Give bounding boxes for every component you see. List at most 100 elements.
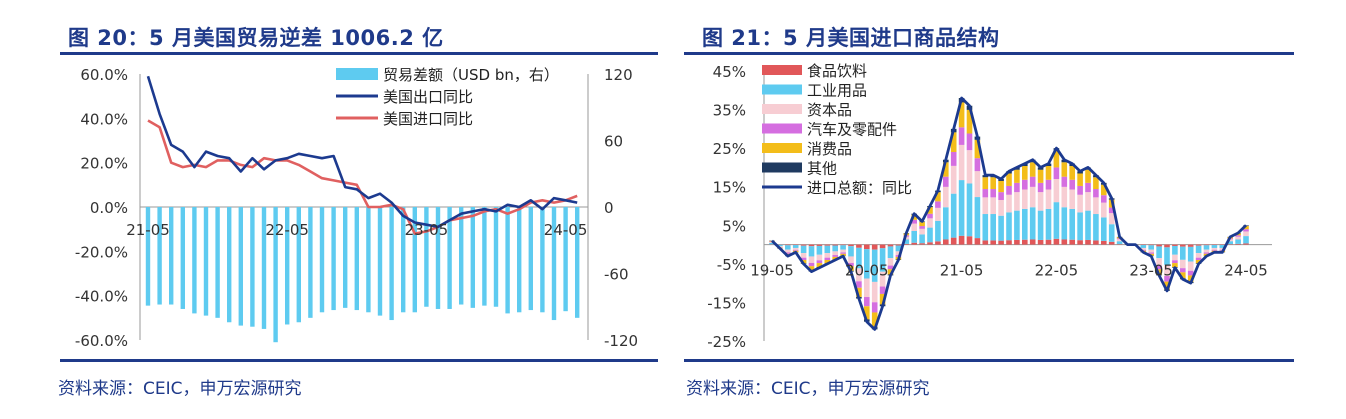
bar-segment-auto (785, 252, 791, 254)
bar-segment-capital (958, 144, 965, 181)
bar-trade-balance (528, 207, 533, 311)
bar-segment-food (887, 244, 894, 247)
legend-swatch-consumer (762, 143, 802, 153)
bar-segment-industrial (1069, 208, 1075, 240)
bar-segment-capital (785, 249, 791, 253)
bar-segment-industrial (1187, 246, 1194, 262)
bar-segment-industrial (1195, 245, 1202, 254)
bar-segment-consumer (1093, 177, 1099, 190)
bar-segment-industrial (864, 249, 870, 279)
bar-segment-industrial (974, 197, 981, 239)
bar-segment-consumer (1069, 166, 1075, 180)
bar-segment-industrial (1148, 245, 1154, 250)
bar-segment-food (1187, 244, 1194, 247)
bar-segment-industrial (966, 183, 973, 237)
bar-segment-capital (935, 207, 941, 221)
bar-segment-industrial (792, 245, 799, 248)
bar-segment-auto (982, 189, 989, 198)
bar-trade-balance (470, 207, 475, 308)
bar-segment-food (1093, 240, 1099, 245)
bar-segment-capital (1172, 254, 1178, 261)
legend-label: 美国进口同比 (383, 110, 473, 128)
bar-segment-industrial (1203, 245, 1210, 250)
bar-segment-capital (816, 254, 823, 261)
bar-segment-capital (1180, 259, 1186, 269)
bar-segment-industrial (919, 234, 925, 244)
y-tick-label: 5% (722, 217, 746, 235)
bar-segment-food (1022, 239, 1028, 245)
y-tick-label: -15% (707, 294, 746, 312)
bar-segment-capital (1029, 186, 1036, 208)
bar-segment-capital (1195, 253, 1202, 258)
bar-segment-capital (864, 278, 870, 298)
bar-segment-industrial (1108, 224, 1115, 242)
bar-trade-balance (296, 207, 301, 323)
bar-segment-consumer (1037, 169, 1044, 183)
bar-trade-balance (319, 207, 325, 313)
title-divider (684, 52, 1294, 55)
bar-segment-industrial (1022, 208, 1028, 240)
bar-segment-food (1077, 240, 1083, 245)
bar-segment-auto (1029, 176, 1036, 187)
bar-segment-auto (990, 189, 996, 198)
legend-label: 消费品 (807, 140, 852, 158)
bar-segment-food (848, 244, 854, 247)
legend-swatch-auto (762, 123, 802, 134)
bar-segment-food (816, 244, 823, 246)
bar-segment-consumer (1101, 184, 1107, 196)
bar-segment-food (1014, 239, 1020, 245)
bar-segment-auto (927, 213, 933, 219)
bar-segment-food (785, 244, 791, 246)
bar-segment-food (1085, 239, 1091, 245)
bar-trade-balance (412, 207, 417, 313)
bar-segment-capital (1108, 213, 1115, 225)
bar-segment-auto (1014, 182, 1020, 193)
x-tick-label: 24-05 (544, 221, 588, 239)
bar-segment-industrial (935, 220, 941, 242)
bar-segment-capital (1093, 197, 1099, 215)
bar-segment-auto (1140, 249, 1147, 251)
bar-trade-balance (435, 207, 441, 309)
bar-segment-auto (943, 176, 949, 187)
chart-title: 图 21：5 月美国进口商品结构 (702, 26, 1000, 50)
y-right-tick-label: 60 (604, 133, 623, 151)
bar-segment-capital (919, 228, 925, 235)
bar-segment-food (990, 240, 996, 245)
bar-trade-balance (250, 207, 255, 327)
bar-segment-auto (1077, 185, 1083, 195)
footer-divider (60, 359, 658, 362)
bar-segment-consumer (887, 269, 894, 275)
x-tick-label: 22-05 (1035, 262, 1079, 280)
bar-segment-auto (824, 257, 831, 260)
legend-label: 食品饮料 (807, 62, 867, 80)
bar-segment-consumer (1187, 275, 1194, 282)
bar-segment-auto (950, 152, 957, 166)
bar-segment-food (958, 235, 965, 245)
y-right-tick-label: -60 (604, 266, 629, 284)
x-tick-label: 22-05 (265, 221, 309, 239)
bar-segment-auto (1203, 252, 1210, 254)
bar-trade-balance (366, 207, 371, 313)
bar-segment-capital (856, 268, 862, 282)
bar-segment-food (1069, 239, 1075, 245)
bar-segment-capital (1235, 236, 1241, 240)
bar-segment-food (911, 242, 917, 245)
bar-segment-consumer (864, 306, 870, 320)
bar-segment-capital (1140, 247, 1147, 250)
bar-segment-auto (966, 133, 973, 151)
bar-trade-balance (343, 207, 348, 308)
bar-segment-food (840, 244, 846, 246)
bar-segment-auto (1116, 238, 1123, 240)
bar-segment-industrial (769, 242, 775, 245)
bar-segment-auto (958, 127, 965, 145)
bar-segment-capital (1085, 192, 1091, 211)
bar-segment-food (1172, 244, 1178, 246)
bar-segment-food (1164, 244, 1170, 248)
bar-segment-consumer (1022, 166, 1028, 180)
bar-trade-balance (354, 207, 359, 311)
legend-swatch-industrial (762, 84, 802, 95)
bar-segment-food (935, 241, 941, 245)
bar-segment-auto (816, 260, 823, 264)
bar-segment-food (871, 244, 878, 250)
bar-segment-industrial (1180, 246, 1186, 260)
